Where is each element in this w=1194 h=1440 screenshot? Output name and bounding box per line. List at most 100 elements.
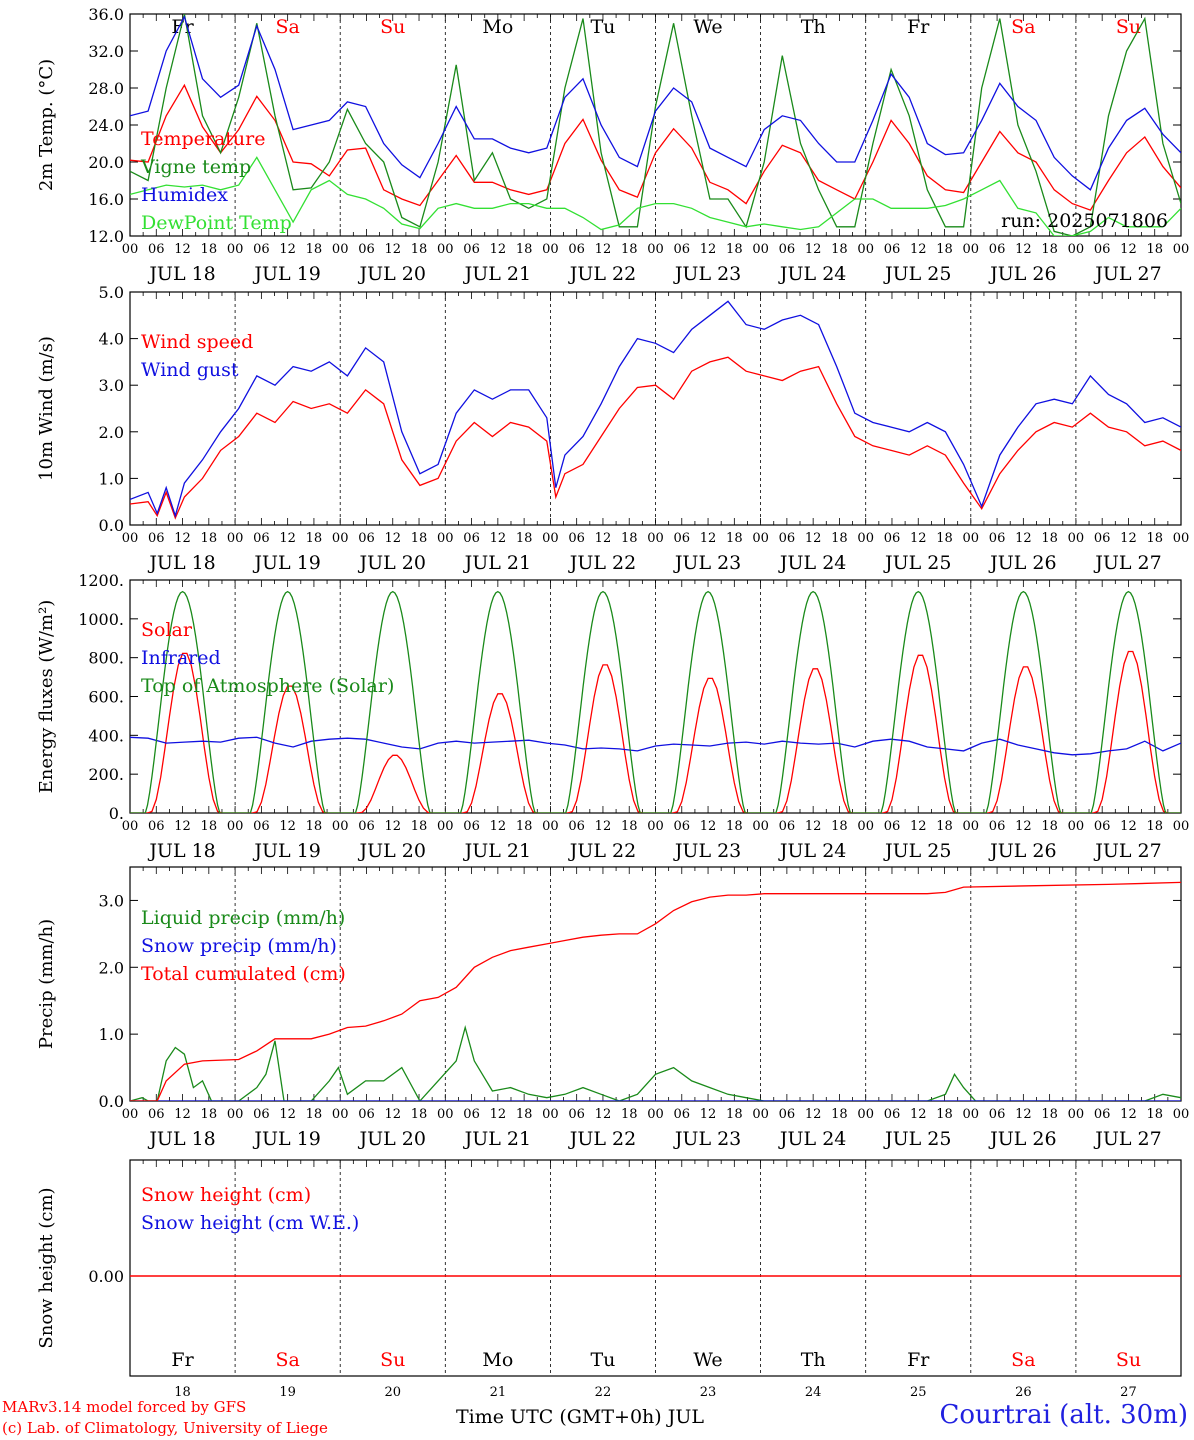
hour-label: 12 <box>490 819 507 834</box>
legend-entry: Vigne temp <box>140 156 251 178</box>
weekday-label: Su <box>380 16 405 38</box>
hour-label: 12 <box>1015 242 1032 257</box>
legend-entry: Temperature <box>141 128 265 150</box>
precip-series-2 <box>130 881 1181 1101</box>
lab-credit: (c) Lab. of Climatology, University of L… <box>2 1419 328 1437</box>
legend-entry: Infrared <box>141 647 221 669</box>
weekday-label: Sa <box>275 16 299 38</box>
hour-label: 18 <box>516 531 533 546</box>
date-label: JUL 22 <box>568 552 636 574</box>
hour-label: 06 <box>989 1107 1006 1122</box>
hour-label: 12 <box>1120 242 1137 257</box>
date-label: JUL 21 <box>463 552 531 574</box>
hour-label: 00 <box>1173 242 1190 257</box>
weekday-label: Sa <box>1011 1349 1035 1371</box>
hour-label: 00 <box>542 819 559 834</box>
snow-panel: 0.00 Snow height (cm) Fr Sa Su Mo Tu We Th Fr Sa Su… <box>36 1159 1182 1400</box>
day-number-label: 20 <box>384 1385 401 1400</box>
hour-label: 12 <box>279 242 296 257</box>
hour-label: 12 <box>595 242 612 257</box>
hour-label: 12 <box>1120 819 1137 834</box>
date-label: JUL 22 <box>568 840 636 862</box>
hour-label: 00 <box>647 531 664 546</box>
weekday-label: Th <box>801 1349 826 1371</box>
hour-label: 00 <box>542 531 559 546</box>
hour-label: 00 <box>542 242 559 257</box>
hour-label: 00 <box>332 531 349 546</box>
hour-label: 12 <box>174 1107 191 1122</box>
flux-series-2 <box>130 590 1181 813</box>
date-label: JUL 26 <box>988 552 1056 574</box>
date-label: JUL 20 <box>358 840 426 862</box>
hour-label: 00 <box>857 819 874 834</box>
date-label: JUL 23 <box>673 263 741 285</box>
hour-label: 18 <box>306 242 323 257</box>
date-label: JUL 19 <box>252 1128 320 1150</box>
legend-entry: Wind speed <box>141 331 253 353</box>
day-number-label: 23 <box>700 1385 717 1400</box>
hour-label: 12 <box>490 1107 507 1122</box>
hour-label: 06 <box>358 819 375 834</box>
weekday-label: Mo <box>482 16 513 38</box>
y-axis-label: Precip (mm/h) <box>36 919 57 1049</box>
hour-label: 18 <box>201 819 218 834</box>
hour-label: 12 <box>1015 819 1032 834</box>
hour-label: 18 <box>411 242 428 257</box>
hour-label: 00 <box>1173 531 1190 546</box>
hour-label: 18 <box>306 531 323 546</box>
hour-label: 12 <box>700 819 717 834</box>
y-tick-label: 0.0 <box>99 516 124 535</box>
hour-label: 06 <box>463 242 480 257</box>
date-label: JUL 27 <box>1093 552 1161 574</box>
weekday-label: Su <box>380 1349 405 1371</box>
date-label: JUL 18 <box>147 840 215 862</box>
hour-label: 06 <box>1094 819 1111 834</box>
y-tick-label: 0. <box>109 804 124 823</box>
hour-label: 18 <box>936 819 953 834</box>
temp-series-1 <box>130 14 1181 236</box>
temp-series-0 <box>130 83 1181 211</box>
y-tick-label: 600. <box>88 688 124 707</box>
precip-series-0 <box>130 1025 1181 1101</box>
hour-label: 06 <box>568 242 585 257</box>
hour-label: 00 <box>332 242 349 257</box>
hour-label: 00 <box>227 819 244 834</box>
date-label: JUL 19 <box>252 552 320 574</box>
hour-label: 12 <box>1015 1107 1032 1122</box>
hour-label: 18 <box>516 819 533 834</box>
weekday-label: Fr <box>171 1349 194 1371</box>
hour-label: 12 <box>174 531 191 546</box>
hour-label: 06 <box>779 531 796 546</box>
hour-label: 18 <box>1041 531 1058 546</box>
hour-label: 12 <box>910 531 927 546</box>
hour-label: 00 <box>963 531 980 546</box>
hour-label: 00 <box>1068 819 1085 834</box>
y-tick-label: 400. <box>88 726 124 745</box>
day-number-label: 21 <box>490 1385 507 1400</box>
y-tick-label: 16.0 <box>88 190 124 209</box>
hour-label: 12 <box>490 531 507 546</box>
weekday-label: Sa <box>275 1349 299 1371</box>
y-axis-label: Snow height (cm) <box>36 1187 57 1348</box>
date-label: JUL 26 <box>988 263 1056 285</box>
y-axis-label: Energy fluxes (W/m²) <box>36 600 57 794</box>
hour-label: 00 <box>857 1107 874 1122</box>
hour-label: 00 <box>1068 531 1085 546</box>
hour-label: 00 <box>437 531 454 546</box>
hour-label: 06 <box>884 819 901 834</box>
hour-label: 06 <box>1094 1107 1111 1122</box>
date-label: JUL 19 <box>252 263 320 285</box>
flux-series-0 <box>130 650 1181 813</box>
hour-label: 12 <box>384 242 401 257</box>
hour-label: 00 <box>1068 1107 1085 1122</box>
date-label: JUL 25 <box>883 263 951 285</box>
hour-label: 06 <box>779 819 796 834</box>
hour-label: 06 <box>884 242 901 257</box>
hour-label: 12 <box>1120 1107 1137 1122</box>
hour-label: 06 <box>148 819 165 834</box>
hour-label: 00 <box>437 242 454 257</box>
legend-entry: Snow precip (mm/h) <box>141 935 337 957</box>
date-label: JUL 24 <box>778 1128 846 1150</box>
hour-label: 12 <box>384 1107 401 1122</box>
day-number-label: 27 <box>1120 1385 1137 1400</box>
